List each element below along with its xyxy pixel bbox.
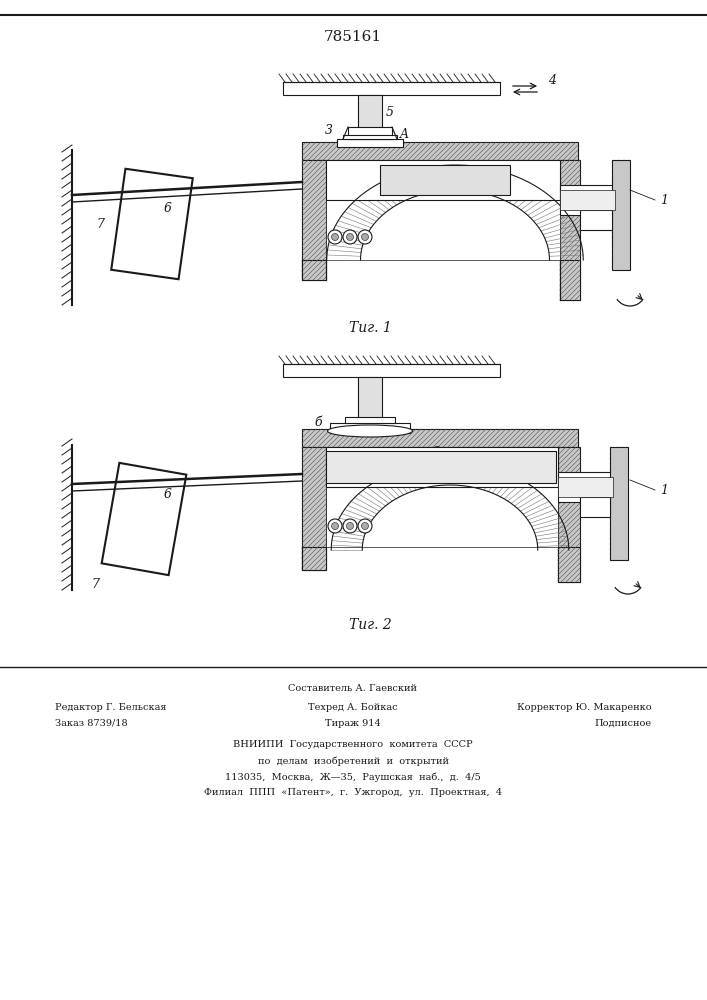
Text: б: б xyxy=(315,416,322,430)
Text: Τиг. 2: Τиг. 2 xyxy=(349,618,392,632)
Bar xyxy=(102,463,187,575)
Text: Подписное: Подписное xyxy=(595,719,652,728)
Bar xyxy=(343,135,397,139)
Circle shape xyxy=(358,519,372,533)
Text: Τиг. 1: Τиг. 1 xyxy=(349,321,392,335)
Bar xyxy=(326,200,560,260)
Text: Составитель А. Гаевский: Составитель А. Гаевский xyxy=(288,684,418,693)
Bar xyxy=(560,185,615,215)
Circle shape xyxy=(343,519,357,533)
Text: Корректор Ю. Макаренко: Корректор Ю. Макаренко xyxy=(518,703,652,712)
Text: Техред А. Бойкас: Техред А. Бойкас xyxy=(308,703,398,712)
Bar xyxy=(302,160,326,280)
Bar xyxy=(302,447,326,570)
Text: 785161: 785161 xyxy=(324,30,382,44)
Bar xyxy=(302,142,578,160)
Text: 1: 1 xyxy=(660,484,668,496)
Bar xyxy=(558,547,580,582)
Bar xyxy=(558,472,613,502)
Text: 4: 4 xyxy=(548,75,556,88)
Bar xyxy=(580,210,612,230)
Text: 113035,  Москва,  Ж—35,  Раушская  наб.,  д.  4/5: 113035, Москва, Ж—35, Раушская наб., д. … xyxy=(225,772,481,782)
Text: Филиал  ППП  «Патент»,  г.  Ужгород,  ул.  Проектная,  4: Филиал ППП «Патент», г. Ужгород, ул. Про… xyxy=(204,788,502,797)
Text: 2: 2 xyxy=(432,446,440,458)
Text: 6: 6 xyxy=(164,488,172,502)
Polygon shape xyxy=(348,127,392,139)
Bar xyxy=(302,429,578,447)
Circle shape xyxy=(332,522,339,530)
Circle shape xyxy=(361,233,368,240)
Bar xyxy=(380,165,510,195)
Bar xyxy=(302,547,326,570)
Text: 7: 7 xyxy=(91,578,99,591)
Bar xyxy=(560,190,615,210)
Text: A: A xyxy=(400,128,409,141)
Circle shape xyxy=(346,522,354,530)
Bar xyxy=(558,477,613,497)
Text: ВНИИПИ  Государственного  комитета  СССР: ВНИИПИ Государственного комитета СССР xyxy=(233,740,473,749)
Bar xyxy=(560,260,580,300)
Bar xyxy=(326,160,560,200)
Bar xyxy=(326,451,556,483)
Bar xyxy=(345,417,395,423)
Bar xyxy=(111,169,193,279)
Ellipse shape xyxy=(327,425,412,437)
Bar xyxy=(358,377,382,419)
Text: 1: 1 xyxy=(660,194,668,207)
Bar xyxy=(558,447,580,582)
Circle shape xyxy=(361,522,368,530)
Bar xyxy=(358,95,382,133)
Text: по  делам  изобретений  и  открытий: по делам изобретений и открытий xyxy=(257,756,448,766)
Circle shape xyxy=(343,230,357,244)
Bar xyxy=(612,160,630,270)
Text: 7: 7 xyxy=(96,219,104,232)
Bar xyxy=(283,364,500,377)
Bar xyxy=(337,139,403,147)
Text: Тираж 914: Тираж 914 xyxy=(325,719,381,728)
Bar xyxy=(580,497,610,517)
Circle shape xyxy=(346,233,354,240)
Bar xyxy=(330,423,410,433)
Circle shape xyxy=(332,233,339,240)
Bar xyxy=(326,487,558,547)
Text: 5: 5 xyxy=(386,105,394,118)
Text: 6: 6 xyxy=(164,202,172,215)
Bar xyxy=(326,447,558,487)
Bar xyxy=(302,260,326,280)
Circle shape xyxy=(328,519,342,533)
Text: Заказ 8739/18: Заказ 8739/18 xyxy=(55,719,128,728)
Bar xyxy=(610,447,628,560)
Text: 3: 3 xyxy=(325,124,333,137)
Text: Редактор Г. Бельская: Редактор Г. Бельская xyxy=(55,703,167,712)
Bar xyxy=(560,160,580,300)
Circle shape xyxy=(328,230,342,244)
Circle shape xyxy=(358,230,372,244)
Bar xyxy=(283,82,500,95)
